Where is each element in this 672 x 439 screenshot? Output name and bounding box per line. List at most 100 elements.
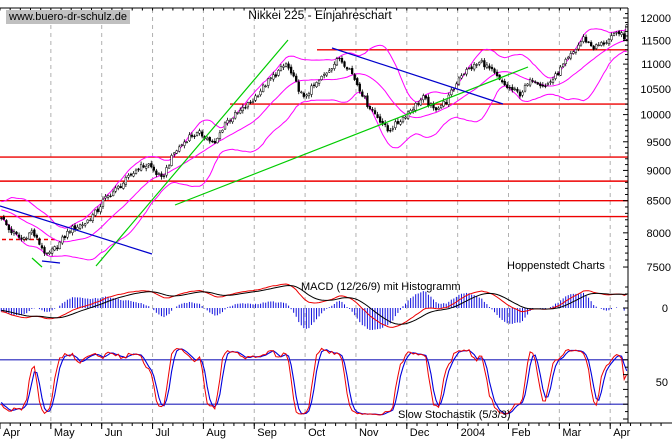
candle-body [600, 42, 603, 46]
candle-body [584, 36, 588, 43]
candle-body [155, 170, 158, 175]
price-axis-label: 10500 [640, 84, 671, 96]
stochastic-mid-label: 50 [656, 377, 668, 389]
candle-body [412, 109, 415, 112]
candle-body [183, 141, 186, 146]
candle-body [470, 66, 473, 70]
candle-body [371, 109, 374, 111]
green-trend-line [95, 39, 289, 267]
candle-body [162, 175, 166, 177]
candle-body [246, 102, 250, 108]
candle-body [521, 91, 524, 96]
candle-body [157, 173, 161, 175]
candle-body [300, 91, 303, 94]
candle-body [473, 64, 476, 70]
green-trend-line [174, 66, 529, 206]
candle-body [86, 219, 89, 223]
candle-body [615, 32, 618, 34]
candle-body [287, 63, 290, 69]
price-axis-label: 9500 [647, 137, 671, 149]
candle-body [592, 45, 595, 50]
candle-body [61, 236, 64, 244]
candle-body [132, 173, 135, 177]
candle-body [457, 77, 461, 85]
candle-body [427, 96, 430, 106]
candle-body [84, 223, 87, 226]
candle-body [513, 88, 517, 90]
month-label: Jun [105, 427, 123, 439]
candle-body [282, 65, 285, 68]
bollinger-band-line [1, 39, 627, 243]
candle-body [541, 84, 544, 87]
candle-body [254, 95, 257, 101]
candle-body [40, 245, 44, 249]
blue-trend-line [41, 260, 61, 264]
candle-body [5, 220, 8, 226]
candle-body [366, 95, 369, 107]
candle-body [251, 101, 255, 103]
candle-body [165, 167, 168, 176]
page-title: Nikkei 225 - Einjahreschart [248, 8, 392, 22]
candle-body [325, 72, 328, 76]
candle-body [193, 135, 196, 138]
candle-body [289, 66, 293, 74]
candle-body [28, 232, 31, 240]
candle-body [50, 248, 54, 254]
stochastic-panel-label: Slow Stochastik (5/3/3) [398, 409, 511, 421]
macd-panel-label: MACD (12/26/9) mit Histogramm [301, 281, 461, 293]
candle-body [597, 44, 600, 47]
candle-body [101, 198, 105, 207]
candle-body [485, 64, 489, 68]
brand-label: Hoppenstedt Charts [507, 260, 605, 272]
candle-body [518, 91, 522, 97]
bollinger-band-line [1, 27, 628, 229]
candle-body [216, 138, 219, 144]
candle-body [2, 216, 5, 220]
candle-body [175, 150, 178, 154]
axes: Apr May Jun Jul Aug Sep Oct Nov Dec 2004 Feb Mar Apr… [0, 7, 672, 439]
candle-body [361, 91, 364, 97]
candle-body [394, 121, 397, 128]
candle-body [89, 219, 92, 222]
candle-body [493, 68, 496, 73]
candle-body [78, 224, 82, 229]
candle-body [10, 228, 13, 234]
candles-layer [0, 23, 628, 257]
candle-body [170, 155, 173, 166]
blue-trend-line [331, 47, 504, 105]
candle-body [417, 103, 420, 105]
candle-body [475, 64, 478, 66]
candle-body [284, 63, 288, 67]
candle-body [142, 165, 145, 168]
price-axis-label: 11500 [641, 36, 671, 48]
candle-body [145, 165, 148, 169]
bollinger-band-line [1, 50, 627, 261]
candle-body [368, 106, 372, 110]
candle-body [228, 120, 232, 122]
blue-trend-line [0, 205, 153, 255]
candle-body [516, 88, 519, 92]
month-label: Dec [410, 427, 430, 439]
candle-body [68, 231, 72, 233]
candle-body [307, 93, 311, 97]
candle-body [350, 68, 354, 74]
stochastic-d-line [0, 348, 628, 416]
candle-body [574, 49, 578, 53]
candle-body [137, 168, 140, 171]
candle-body [109, 195, 112, 198]
candle-body [401, 116, 405, 123]
candle-body [244, 107, 247, 109]
candle-body [356, 78, 359, 85]
candle-body [556, 72, 560, 76]
candle-body [264, 85, 267, 88]
candle-body [249, 101, 252, 104]
candle-body [122, 182, 125, 189]
candle-body [117, 185, 120, 189]
candle-body [587, 41, 590, 43]
candle-body [134, 169, 138, 174]
candle-body [490, 66, 494, 70]
candle-body [91, 214, 94, 221]
candle-body [528, 79, 532, 86]
candle-body [267, 78, 270, 86]
month-label: Oct [308, 427, 325, 439]
